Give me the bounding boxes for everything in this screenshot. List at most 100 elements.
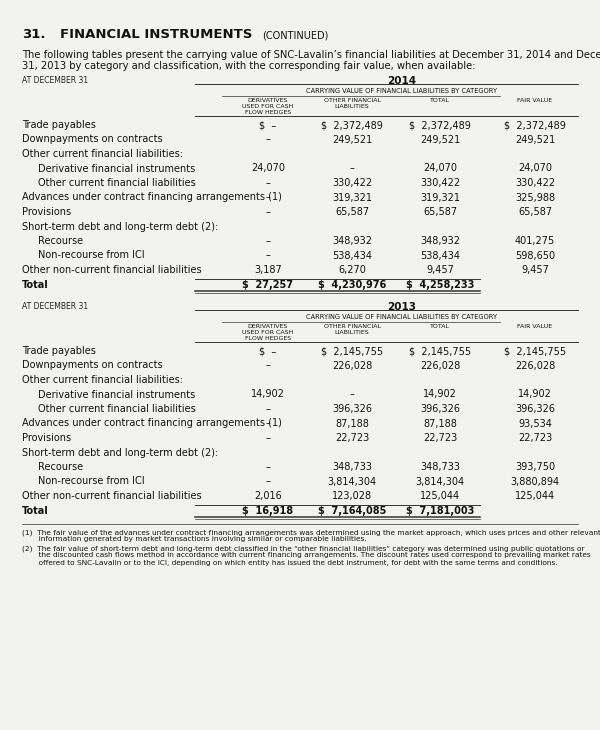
Text: –: –	[266, 477, 271, 486]
Text: 2013: 2013	[387, 302, 416, 312]
Text: –: –	[266, 178, 271, 188]
Text: Other non-current financial liabilities: Other non-current financial liabilities	[22, 491, 202, 501]
Text: 9,457: 9,457	[426, 265, 454, 275]
Text: $  16,918: $ 16,918	[242, 505, 293, 515]
Text: –: –	[266, 361, 271, 371]
Text: 393,750: 393,750	[515, 462, 555, 472]
Text: 319,321: 319,321	[332, 193, 372, 202]
Text: 348,932: 348,932	[332, 236, 372, 246]
Text: 538,434: 538,434	[332, 250, 372, 261]
Text: 24,070: 24,070	[423, 164, 457, 174]
Text: –: –	[266, 404, 271, 414]
Text: 396,326: 396,326	[332, 404, 372, 414]
Text: $  2,372,489: $ 2,372,489	[504, 120, 566, 130]
Text: $  2,145,755: $ 2,145,755	[409, 346, 471, 356]
Text: $  7,164,085: $ 7,164,085	[318, 505, 386, 515]
Text: Advances under contract financing arrangements (1): Advances under contract financing arrang…	[22, 193, 282, 202]
Text: 87,188: 87,188	[423, 418, 457, 429]
Text: $  –: $ –	[259, 346, 277, 356]
Text: (1)  The fair value of the advances under contract financing arrangements was de: (1) The fair value of the advances under…	[22, 529, 600, 542]
Text: 9,457: 9,457	[521, 265, 549, 275]
Text: Provisions: Provisions	[22, 207, 71, 217]
Text: AT DECEMBER 31: AT DECEMBER 31	[22, 76, 88, 85]
Text: 325,988: 325,988	[515, 193, 555, 202]
Text: 319,321: 319,321	[420, 193, 460, 202]
Text: 2,016: 2,016	[254, 491, 282, 501]
Text: $  2,145,755: $ 2,145,755	[321, 346, 383, 356]
Text: –: –	[266, 193, 271, 202]
Text: 14,902: 14,902	[518, 390, 552, 399]
Text: Other non-current financial liabilities: Other non-current financial liabilities	[22, 265, 202, 275]
Text: $  –: $ –	[259, 120, 277, 130]
Text: 65,587: 65,587	[335, 207, 369, 217]
Text: OTHER FINANCIAL
LIABILITIES: OTHER FINANCIAL LIABILITIES	[323, 324, 380, 335]
Text: Total: Total	[22, 280, 49, 290]
Text: –: –	[266, 418, 271, 429]
Text: 401,275: 401,275	[515, 236, 555, 246]
Text: 348,733: 348,733	[420, 462, 460, 472]
Text: Short-term debt and long-term debt (2):: Short-term debt and long-term debt (2):	[22, 221, 218, 231]
Text: –: –	[266, 134, 271, 145]
Text: Other current financial liabilities:: Other current financial liabilities:	[22, 149, 183, 159]
Text: 249,521: 249,521	[332, 134, 372, 145]
Text: Downpayments on contracts: Downpayments on contracts	[22, 134, 163, 145]
Text: 348,733: 348,733	[332, 462, 372, 472]
Text: Other current financial liabilities: Other current financial liabilities	[38, 178, 196, 188]
Text: –: –	[350, 390, 355, 399]
Text: 31.: 31.	[22, 28, 46, 41]
Text: 22,723: 22,723	[518, 433, 552, 443]
Text: Recourse: Recourse	[38, 462, 83, 472]
Text: 226,028: 226,028	[515, 361, 555, 371]
Text: 87,188: 87,188	[335, 418, 369, 429]
Text: CARRYING VALUE OF FINANCIAL LIABILITIES BY CATEGORY: CARRYING VALUE OF FINANCIAL LIABILITIES …	[306, 314, 497, 320]
Text: AT DECEMBER 31: AT DECEMBER 31	[22, 302, 88, 311]
Text: Other current financial liabilities:: Other current financial liabilities:	[22, 375, 183, 385]
Text: 226,028: 226,028	[332, 361, 372, 371]
Text: The following tables present the carrying value of SNC-Lavalin’s financial liabi: The following tables present the carryin…	[22, 50, 600, 60]
Text: 24,070: 24,070	[251, 164, 285, 174]
Text: 396,326: 396,326	[515, 404, 555, 414]
Text: –: –	[266, 433, 271, 443]
Text: 31, 2013 by category and classification, with the corresponding fair value, when: 31, 2013 by category and classification,…	[22, 61, 476, 71]
Text: 93,534: 93,534	[518, 418, 552, 429]
Text: 226,028: 226,028	[420, 361, 460, 371]
Text: –: –	[266, 462, 271, 472]
Text: 330,422: 330,422	[515, 178, 555, 188]
Text: TOTAL: TOTAL	[430, 98, 450, 103]
Text: Total: Total	[22, 505, 49, 515]
Text: CARRYING VALUE OF FINANCIAL LIABILITIES BY CATEGORY: CARRYING VALUE OF FINANCIAL LIABILITIES …	[306, 88, 497, 94]
Text: $  4,258,233: $ 4,258,233	[406, 280, 474, 290]
Text: 65,587: 65,587	[423, 207, 457, 217]
Text: 125,044: 125,044	[515, 491, 555, 501]
Text: 249,521: 249,521	[515, 134, 555, 145]
Text: $  2,372,489: $ 2,372,489	[409, 120, 471, 130]
Text: 2014: 2014	[387, 76, 416, 86]
Text: –: –	[350, 164, 355, 174]
Text: Advances under contract financing arrangements (1): Advances under contract financing arrang…	[22, 418, 282, 429]
Text: Downpayments on contracts: Downpayments on contracts	[22, 361, 163, 371]
Text: 396,326: 396,326	[420, 404, 460, 414]
Text: Short-term debt and long-term debt (2):: Short-term debt and long-term debt (2):	[22, 447, 218, 458]
Text: 330,422: 330,422	[332, 178, 372, 188]
Text: 14,902: 14,902	[251, 390, 285, 399]
Text: 22,723: 22,723	[423, 433, 457, 443]
Text: Non-recourse from ICI: Non-recourse from ICI	[38, 477, 145, 486]
Text: 24,070: 24,070	[518, 164, 552, 174]
Text: FINANCIAL INSTRUMENTS: FINANCIAL INSTRUMENTS	[60, 28, 253, 41]
Text: 330,422: 330,422	[420, 178, 460, 188]
Text: Recourse: Recourse	[38, 236, 83, 246]
Text: –: –	[266, 236, 271, 246]
Text: Trade payables: Trade payables	[22, 346, 96, 356]
Text: 123,028: 123,028	[332, 491, 372, 501]
Text: 14,902: 14,902	[423, 390, 457, 399]
Text: 598,650: 598,650	[515, 250, 555, 261]
Text: $  4,230,976: $ 4,230,976	[318, 280, 386, 290]
Text: 6,270: 6,270	[338, 265, 366, 275]
Text: Other current financial liabilities: Other current financial liabilities	[38, 404, 196, 414]
Text: 125,044: 125,044	[420, 491, 460, 501]
Text: Non-recourse from ICI: Non-recourse from ICI	[38, 250, 145, 261]
Text: Derivative financial instruments: Derivative financial instruments	[38, 390, 195, 399]
Text: FAIR VALUE: FAIR VALUE	[517, 324, 553, 329]
Text: DERIVATIVES
USED FOR CASH
FLOW HEDGES: DERIVATIVES USED FOR CASH FLOW HEDGES	[242, 324, 293, 341]
Text: FAIR VALUE: FAIR VALUE	[517, 98, 553, 103]
